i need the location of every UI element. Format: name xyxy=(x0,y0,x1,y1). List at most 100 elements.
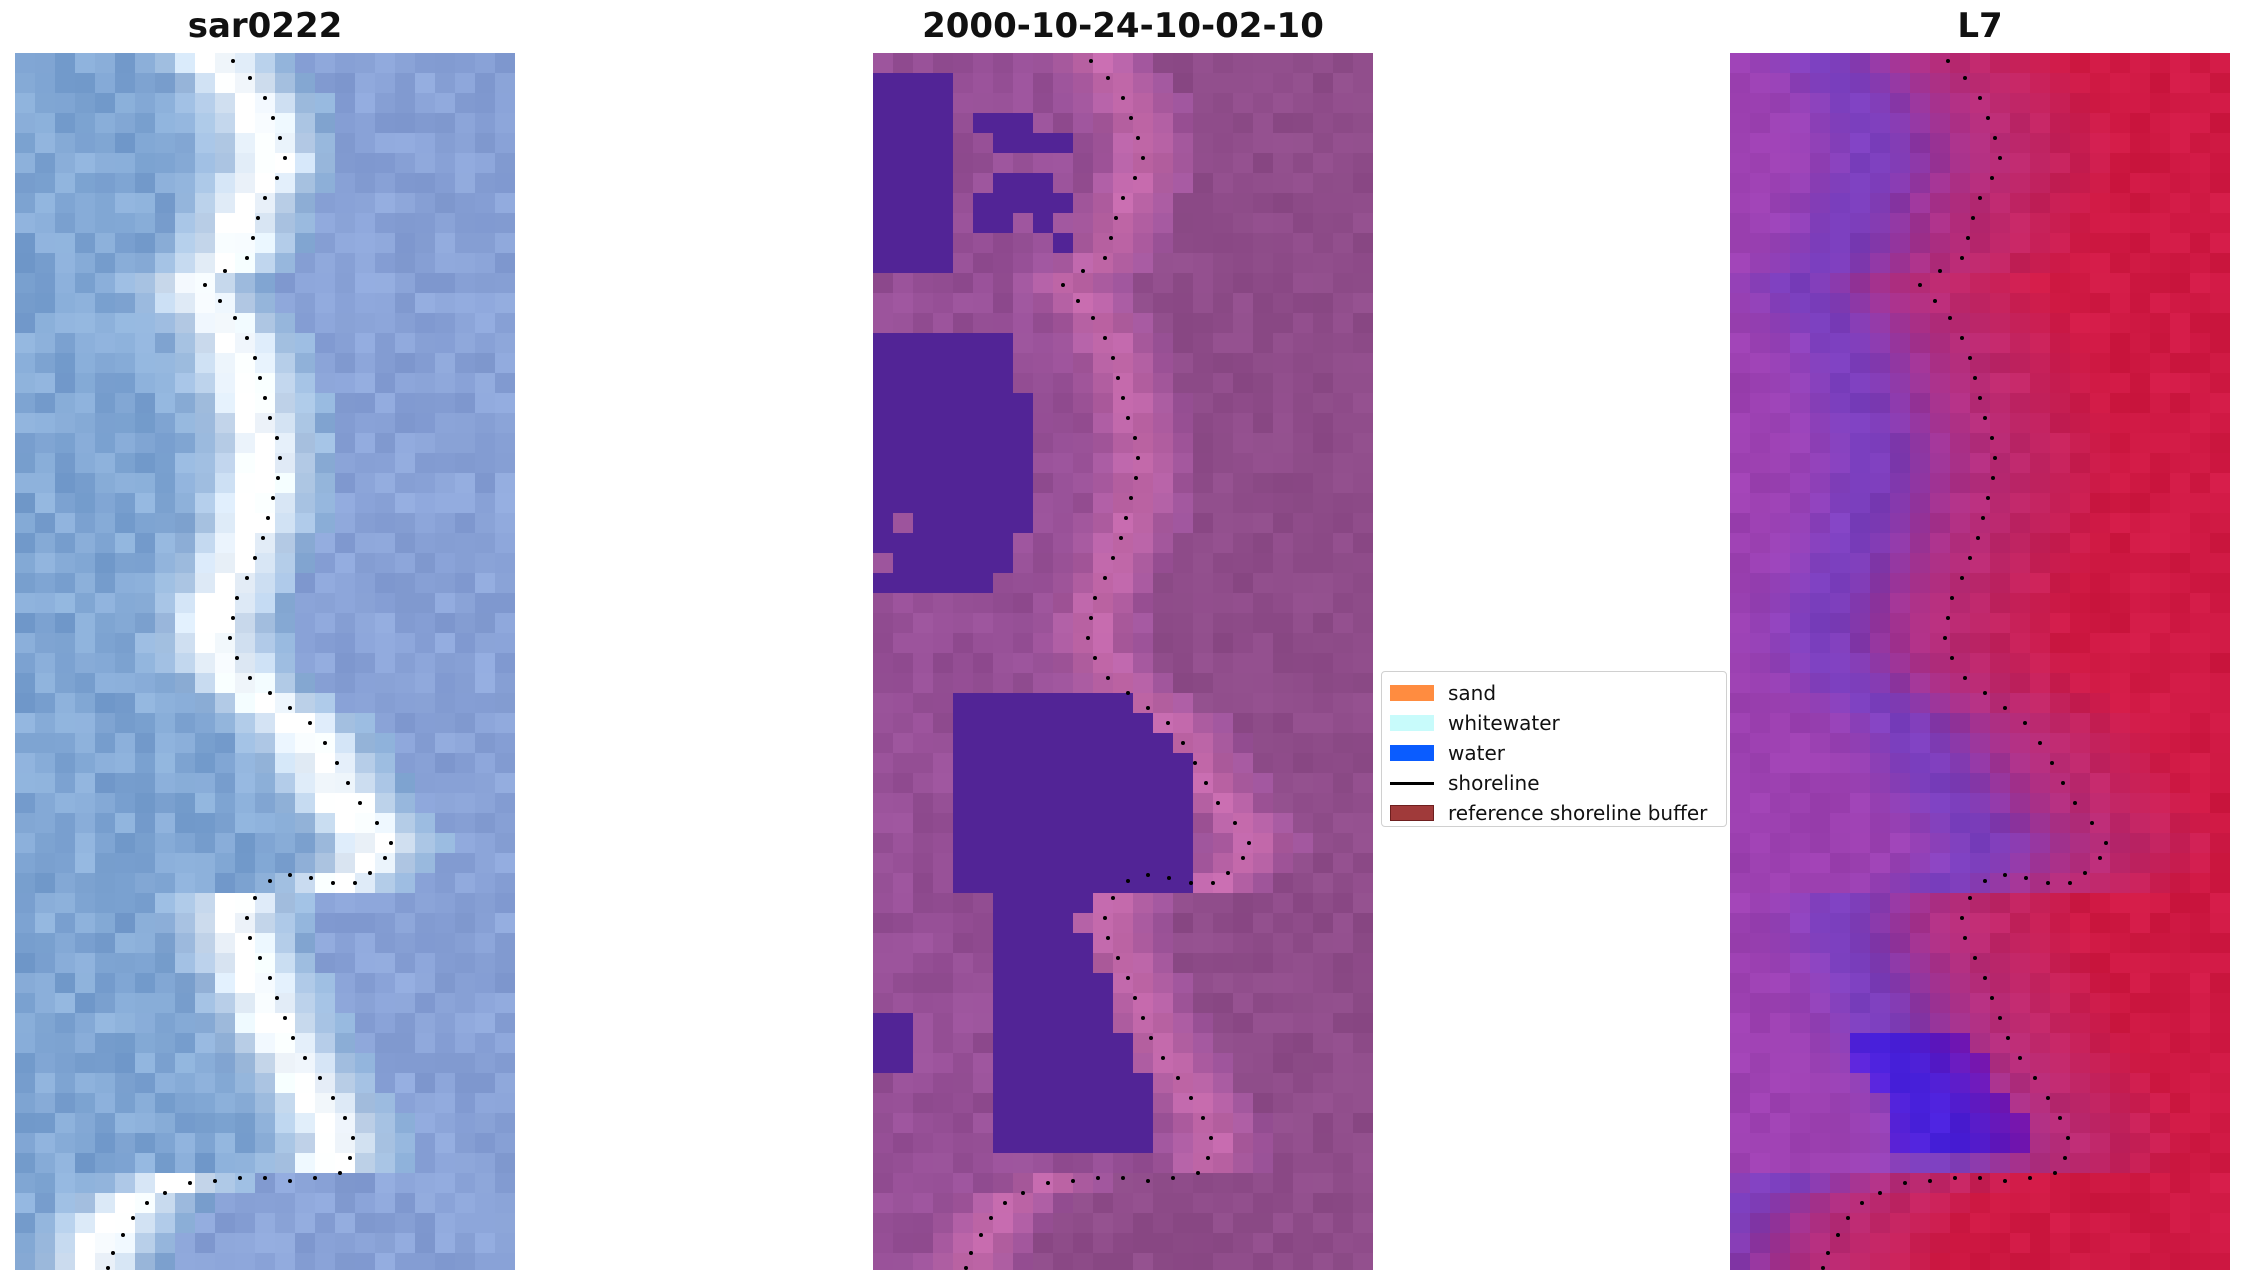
pixel-cell xyxy=(1890,133,1911,154)
classified-image-panel xyxy=(873,53,1373,1270)
pixel-cell xyxy=(15,373,36,394)
pixel-cell xyxy=(1253,313,1274,334)
pixel-cell xyxy=(1890,233,1911,254)
pixel-cell xyxy=(1153,1073,1174,1094)
pixel-cell xyxy=(1970,533,1991,554)
pixel-cell xyxy=(2170,353,2191,374)
pixel-cell xyxy=(933,73,954,94)
pixel-cell xyxy=(1093,713,1114,734)
pixel-cell xyxy=(1850,253,1871,274)
pixel-cell xyxy=(1850,693,1871,714)
pixel-cell xyxy=(435,433,456,454)
pixel-cell xyxy=(2070,613,2091,634)
pixel-cell xyxy=(1233,853,1254,874)
pixel-cell xyxy=(1293,573,1314,594)
pixel-cell xyxy=(1233,693,1254,714)
pixel-cell xyxy=(1950,193,1971,214)
pixel-cell xyxy=(1293,673,1314,694)
pixel-cell xyxy=(1033,1113,1054,1134)
pixel-cell xyxy=(35,1153,56,1174)
pixel-cell xyxy=(375,873,396,894)
pixel-cell xyxy=(1890,513,1911,534)
rgb-image-panel xyxy=(15,53,515,1270)
pixel-cell xyxy=(873,513,894,534)
pixel-cell xyxy=(1870,753,1891,774)
pixel-cell xyxy=(1830,333,1851,354)
pixel-cell xyxy=(1173,113,1194,134)
pixel-cell xyxy=(455,293,476,314)
pixel-cell xyxy=(155,1133,176,1154)
pixel-cell xyxy=(933,1173,954,1194)
shoreline-point xyxy=(1990,996,1994,1000)
pixel-cell xyxy=(355,273,376,294)
pixel-cell xyxy=(15,293,36,314)
pixel-cell xyxy=(2030,833,2051,854)
pixel-cell xyxy=(1830,273,1851,294)
pixel-cell xyxy=(75,1053,96,1074)
pixel-cell xyxy=(1173,633,1194,654)
pixel-cell xyxy=(215,113,236,134)
pixel-cell xyxy=(1990,293,2011,314)
pixel-cell xyxy=(2130,973,2151,994)
pixel-cell xyxy=(1293,313,1314,334)
pixel-cell xyxy=(135,173,156,194)
pixel-cell xyxy=(1353,1153,1373,1174)
shoreline-point xyxy=(308,721,312,725)
pixel-cell xyxy=(1850,153,1871,174)
shoreline-point xyxy=(1119,536,1123,540)
pixel-cell xyxy=(2210,153,2230,174)
pixel-cell xyxy=(1273,1033,1294,1054)
pixel-cell xyxy=(215,833,236,854)
pixel-cell xyxy=(435,613,456,634)
pixel-cell xyxy=(873,1233,894,1254)
pixel-cell xyxy=(1333,1213,1354,1234)
pixel-cell xyxy=(1950,713,1971,734)
pixel-cell xyxy=(2110,473,2131,494)
pixel-cell xyxy=(235,613,256,634)
pixel-cell xyxy=(395,1253,416,1270)
pixel-cell xyxy=(495,393,515,414)
pixel-cell xyxy=(175,1253,196,1270)
pixel-cell xyxy=(2110,593,2131,614)
pixel-cell xyxy=(1830,453,1851,474)
pixel-cell xyxy=(873,373,894,394)
pixel-cell xyxy=(1233,73,1254,94)
pixel-cell xyxy=(2010,493,2031,514)
shoreline-point xyxy=(233,316,237,320)
pixel-cell xyxy=(1990,513,2011,534)
pixel-cell xyxy=(2170,753,2191,774)
pixel-cell xyxy=(315,513,336,534)
pixel-cell xyxy=(893,373,914,394)
pixel-cell xyxy=(1990,153,2011,174)
pixel-cell xyxy=(1890,273,1911,294)
pixel-cell xyxy=(495,833,515,854)
pixel-cell xyxy=(1970,293,1991,314)
pixel-cell xyxy=(35,793,56,814)
pixel-cell xyxy=(395,233,416,254)
pixel-cell xyxy=(35,1253,56,1270)
pixel-cell xyxy=(1930,133,1951,154)
pixel-cell xyxy=(913,233,934,254)
pixel-cell xyxy=(2170,1173,2191,1194)
pixel-cell xyxy=(1053,333,1074,354)
pixel-cell xyxy=(2170,173,2191,194)
pixel-cell xyxy=(1193,93,1214,114)
pixel-cell xyxy=(95,353,116,374)
pixel-cell xyxy=(1770,513,1791,534)
pixel-cell xyxy=(175,393,196,414)
pixel-cell xyxy=(1293,913,1314,934)
pixel-cell xyxy=(1293,953,1314,974)
pixel-cell xyxy=(1193,193,1214,214)
pixel-cell xyxy=(235,133,256,154)
pixel-cell xyxy=(2210,873,2230,894)
pixel-cell xyxy=(1053,753,1074,774)
pixel-cell xyxy=(275,913,296,934)
pixel-cell xyxy=(475,1093,496,1114)
pixel-cell xyxy=(1730,833,1751,854)
pixel-cell xyxy=(993,753,1014,774)
pixel-cell xyxy=(275,1133,296,1154)
pixel-cell xyxy=(1890,673,1911,694)
shoreline-point xyxy=(1166,721,1170,725)
pixel-cell xyxy=(1810,153,1831,174)
pixel-cell xyxy=(953,253,974,274)
